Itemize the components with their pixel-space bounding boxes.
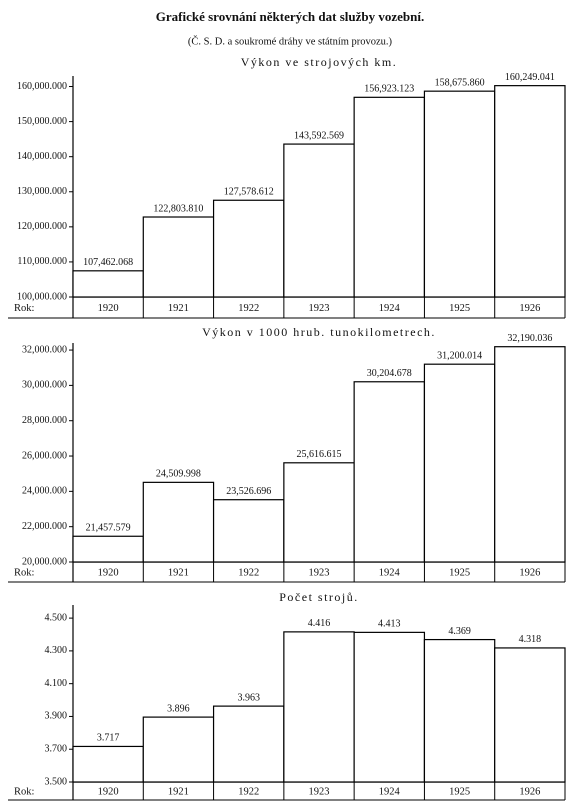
bar [212,499,285,563]
value-label: 4.369 [448,626,471,637]
value-label: 21,457.579 [86,523,131,534]
y-tick-label: 22,000.000 [22,521,67,532]
value-label: 3.896 [167,703,190,714]
bar [423,90,496,298]
value-label: 107,462.068 [83,257,133,268]
bar [494,85,566,298]
bar [494,346,566,563]
x-tick-label: 1921 [168,303,189,314]
chart-title: Výkon ve strojových km. [241,55,398,69]
y-tick-label: 140,000.000 [17,151,67,162]
bar [212,199,285,298]
y-tick-label: 3.900 [45,711,68,722]
bar [423,638,496,783]
x-tick-label: 1920 [98,303,119,314]
x-tick-label: 1926 [519,303,540,314]
x-tick-label: 1924 [379,567,401,578]
bar [353,631,426,783]
bar [283,631,355,783]
value-label: 156,923.123 [364,84,414,95]
value-label: 3.963 [237,692,260,703]
value-label: 127,578.612 [224,187,274,198]
y-tick-label: 30,000.000 [22,380,67,391]
y-tick-label: 4.100 [45,678,68,689]
x-tick-label: 1924 [379,303,401,314]
x-tick-label: 1925 [449,786,470,797]
value-label: 143,592.569 [294,130,344,141]
chart-title: Výkon v 1000 hrub. tunokilometrech. [202,325,436,339]
bar [142,216,215,298]
bar [353,381,426,563]
bar [283,462,355,563]
value-label: 25,616.615 [297,449,342,460]
page-title: Grafické srovnání některých dat služby v… [156,9,424,24]
bar [494,647,566,783]
value-label: 122,803.810 [153,203,203,214]
value-label: 4.416 [308,618,331,629]
value-label: 24,509.998 [156,469,201,480]
bar [72,745,144,783]
value-label: 31,200.014 [437,350,482,361]
bar [423,363,496,563]
chart-title: Počet strojů. [279,590,359,604]
x-tick-label: 1921 [168,786,189,797]
x-tick-label: 1920 [98,567,119,578]
value-label: 160,249.041 [505,72,555,83]
value-label: 158,675.860 [435,77,485,88]
x-tick-label: 1923 [309,567,330,578]
x-tick-label: 1926 [519,567,540,578]
page-subtitle: (Č. S. D. a soukromé dráhy ve státním pr… [188,35,393,47]
bar [212,705,285,783]
value-label: 32,190.036 [507,333,552,344]
bar [72,535,144,563]
y-tick-label: 130,000.000 [17,186,67,197]
y-tick-label: 150,000.000 [17,116,67,127]
y-tick-label: 28,000.000 [22,415,67,426]
y-tick-label: 3.500 [45,776,68,787]
value-label: 4.318 [519,634,542,645]
x-tick-label: 1922 [238,786,259,797]
x-axis-label: Rok: [14,786,35,797]
x-axis-label: Rok: [14,567,35,578]
y-tick-label: 4.300 [45,645,68,656]
x-tick-label: 1922 [238,303,259,314]
x-tick-label: 1926 [519,786,540,797]
y-tick-label: 100,000.000 [17,291,67,302]
bar [283,143,355,298]
y-tick-label: 32,000.000 [22,344,67,355]
x-tick-label: 1922 [238,567,259,578]
x-tick-label: 1923 [309,303,330,314]
y-tick-label: 20,000.000 [22,556,67,567]
x-tick-label: 1920 [98,786,119,797]
y-tick-label: 120,000.000 [17,221,67,232]
x-axis-label: Rok: [14,303,35,314]
value-label: 3.717 [97,733,120,744]
y-tick-label: 26,000.000 [22,450,67,461]
x-tick-label: 1924 [379,786,401,797]
x-tick-label: 1925 [449,303,470,314]
x-tick-label: 1923 [309,786,330,797]
y-tick-label: 160,000.000 [17,81,67,92]
y-tick-label: 4.500 [45,612,68,623]
bar [142,481,215,563]
y-tick-label: 110,000.000 [17,256,67,267]
value-label: 23,526.696 [226,486,271,497]
x-tick-label: 1921 [168,567,189,578]
value-label: 30,204.678 [367,368,412,379]
y-tick-label: 24,000.000 [22,486,67,497]
value-label: 4.413 [378,619,401,630]
x-tick-label: 1925 [449,567,470,578]
y-tick-label: 3.700 [45,744,68,755]
bar [142,716,215,783]
bar [72,270,144,298]
bar [353,96,426,298]
